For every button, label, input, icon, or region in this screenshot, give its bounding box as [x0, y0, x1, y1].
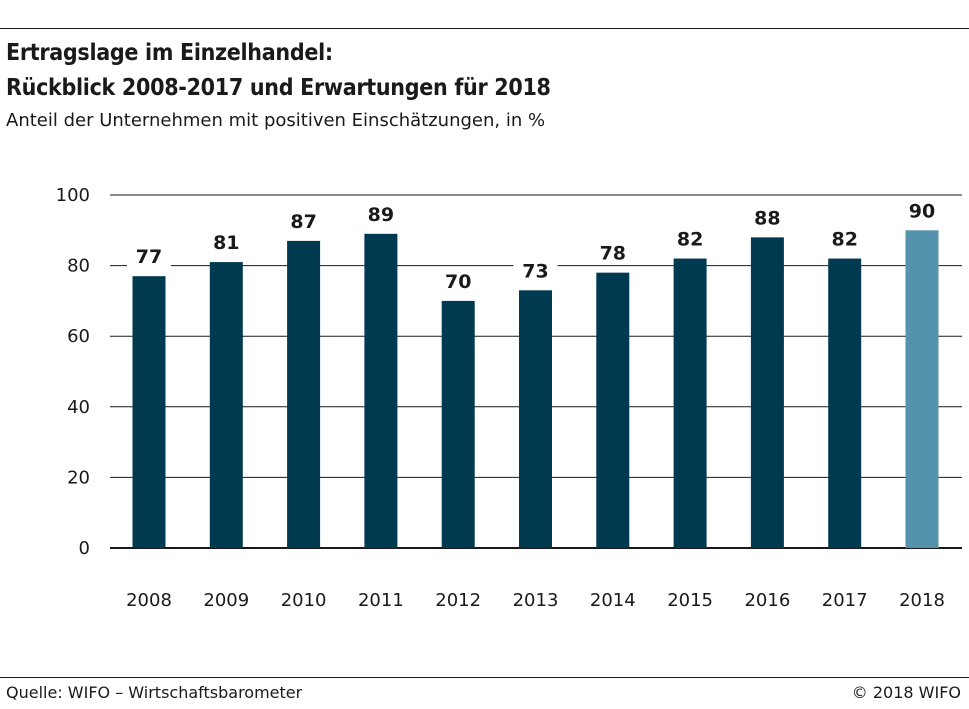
value-label: 78: [600, 243, 626, 265]
x-tick-label: 2011: [358, 590, 404, 611]
value-label: 70: [445, 271, 471, 293]
y-tick-label: 80: [67, 256, 90, 277]
value-label-backdrop: [436, 266, 481, 293]
value-label: 82: [677, 229, 703, 251]
value-label: 77: [136, 246, 162, 268]
y-tick-label: 40: [67, 397, 90, 418]
y-tick-label: 100: [56, 185, 90, 206]
bar: [441, 300, 475, 548]
bar: [287, 240, 321, 548]
chart-subtitle: Anteil der Unternehmen mit positiven Ein…: [6, 110, 546, 131]
source-note: Quelle: WIFO – Wirtschaftsbarometer: [6, 683, 303, 702]
value-label-backdrop: [513, 256, 558, 283]
bar: [519, 290, 552, 548]
bar: [209, 262, 243, 548]
value-label-backdrop: [358, 199, 403, 226]
bar: [750, 237, 784, 549]
x-tick-label: 2018: [899, 590, 945, 611]
x-tick-label: 2014: [590, 590, 636, 611]
value-label-backdrop: [745, 203, 790, 230]
x-tick-label: 2013: [513, 590, 559, 611]
x-tick-label: 2008: [126, 590, 172, 611]
value-label: 88: [754, 207, 780, 229]
value-label-backdrop: [281, 206, 326, 233]
bottom-rule: [0, 677, 969, 678]
bar: [596, 272, 630, 548]
value-label: 82: [831, 229, 857, 251]
bar: [364, 233, 398, 548]
bar: [905, 230, 939, 549]
value-label: 81: [213, 232, 239, 254]
bar-chart: 0 20 40 60 80 100 77 2008 81 2009 87 2010 89 2011 70 20…: [56, 185, 962, 611]
value-label-backdrop: [204, 228, 249, 255]
value-label-backdrop: [668, 224, 713, 251]
y-tick-label: 20: [67, 467, 90, 488]
top-rule: [0, 28, 969, 29]
x-tick-label: 2015: [667, 590, 713, 611]
y-tick-label: 0: [79, 538, 90, 559]
value-label-backdrop: [822, 224, 867, 251]
x-tick-label: 2010: [281, 590, 327, 611]
y-tick-label: 60: [67, 326, 90, 347]
x-tick-label: 2012: [435, 590, 481, 611]
value-label: 87: [290, 211, 316, 233]
value-label-backdrop: [900, 196, 944, 223]
bar: [132, 276, 166, 548]
value-label: 90: [909, 200, 935, 222]
bar: [673, 258, 707, 548]
value-label: 73: [522, 260, 548, 282]
x-tick-label: 2017: [822, 590, 868, 611]
chart-title: Ertragslage im Einzelhandel:: [6, 40, 333, 66]
x-tick-label: 2016: [744, 590, 790, 611]
value-label: 89: [368, 204, 394, 226]
bar: [828, 258, 862, 548]
x-tick-label: 2009: [203, 590, 249, 611]
chart-title-line2: Rückblick 2008-2017 und Erwartungen für …: [6, 75, 551, 101]
value-label-backdrop: [127, 242, 171, 269]
copyright-note: © 2018 WIFO: [851, 683, 961, 702]
value-label-backdrop: [590, 238, 635, 265]
